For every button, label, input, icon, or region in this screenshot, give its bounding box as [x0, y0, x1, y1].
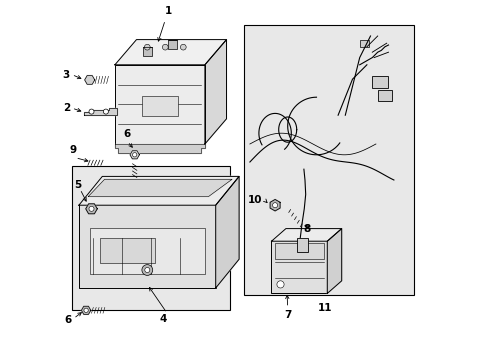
Circle shape — [103, 109, 108, 114]
Bar — [377, 90, 391, 101]
Bar — [371, 76, 387, 88]
Polygon shape — [79, 176, 239, 205]
Circle shape — [144, 267, 149, 273]
Circle shape — [162, 44, 168, 50]
Polygon shape — [88, 179, 232, 197]
Bar — [359, 40, 368, 47]
Bar — [244, 25, 413, 295]
Text: 10: 10 — [247, 195, 262, 205]
Text: 11: 11 — [318, 303, 332, 313]
Polygon shape — [271, 229, 341, 241]
Text: 5: 5 — [74, 180, 81, 190]
Bar — [168, 40, 177, 49]
Circle shape — [276, 281, 284, 288]
Polygon shape — [215, 176, 239, 288]
Bar — [142, 47, 152, 56]
Bar — [79, 205, 215, 288]
Circle shape — [89, 206, 94, 211]
Bar — [115, 65, 204, 144]
Bar — [271, 241, 326, 293]
Bar — [275, 243, 323, 259]
Polygon shape — [269, 199, 280, 211]
Bar — [89, 228, 204, 274]
Polygon shape — [84, 108, 117, 115]
Circle shape — [180, 44, 186, 50]
Bar — [142, 96, 178, 116]
Text: 7: 7 — [284, 310, 291, 320]
Text: 3: 3 — [62, 69, 70, 80]
Circle shape — [144, 44, 150, 50]
Text: 6: 6 — [64, 315, 72, 325]
Bar — [296, 238, 307, 252]
Polygon shape — [115, 40, 226, 65]
Polygon shape — [85, 204, 97, 214]
Polygon shape — [84, 76, 95, 84]
Text: 4: 4 — [160, 314, 167, 324]
Text: 2: 2 — [62, 103, 70, 113]
Polygon shape — [115, 144, 204, 153]
Circle shape — [89, 109, 94, 114]
Circle shape — [84, 308, 88, 312]
Text: 9: 9 — [70, 145, 77, 155]
Circle shape — [272, 203, 277, 208]
Text: 6: 6 — [123, 129, 131, 139]
Text: 8: 8 — [303, 224, 310, 234]
Circle shape — [142, 265, 152, 275]
Polygon shape — [204, 40, 226, 144]
Polygon shape — [81, 306, 91, 314]
Text: 1: 1 — [165, 6, 172, 16]
Bar — [101, 238, 155, 263]
Bar — [72, 166, 230, 310]
Polygon shape — [326, 229, 341, 293]
Polygon shape — [130, 151, 139, 159]
Circle shape — [132, 153, 137, 157]
